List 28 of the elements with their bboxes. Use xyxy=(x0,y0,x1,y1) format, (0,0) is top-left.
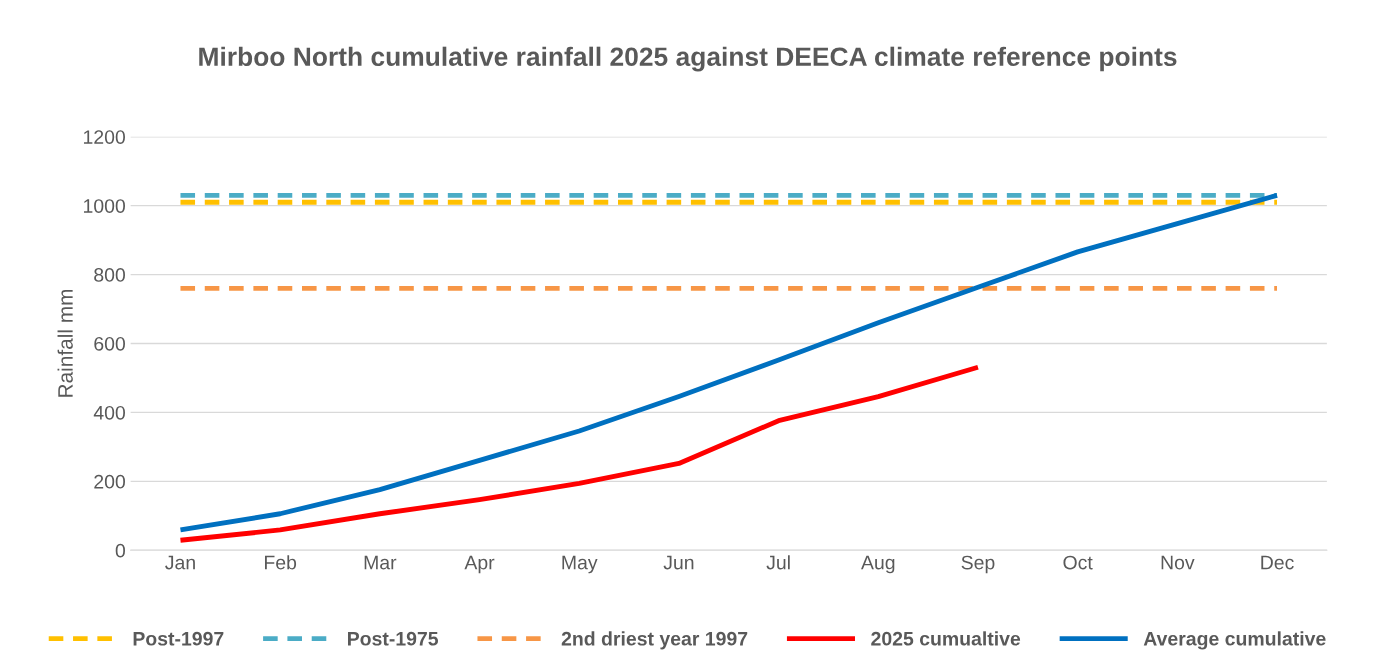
y-axis-title: Rainfall mm xyxy=(57,289,73,397)
legend-label: Post-1997 xyxy=(133,631,224,646)
y-tick-label: 400 xyxy=(93,405,126,420)
y-tick-label: 200 xyxy=(94,474,126,489)
x-tick-label: Jul xyxy=(766,555,790,570)
y-tick-label: 1000 xyxy=(83,199,126,213)
legend-label: 2nd driest year 1997 xyxy=(561,631,748,650)
x-tick-label: Jan xyxy=(165,555,195,570)
x-tick-label: Apr xyxy=(464,555,495,574)
x-tick-label: Oct xyxy=(1063,555,1093,570)
legend-label: 2025 cumualtive xyxy=(871,631,1021,646)
y-tick-label: 0 xyxy=(115,543,125,558)
legend-label: Average cumulative xyxy=(1143,631,1326,650)
x-tick-label: Dec xyxy=(1261,555,1294,570)
legend-label: Post-1975 xyxy=(348,631,439,646)
y-tick-label: 800 xyxy=(94,268,126,282)
y-tick-label: 600 xyxy=(94,336,126,351)
x-tick-label: Sep xyxy=(961,555,995,574)
x-tick-label: May xyxy=(562,555,598,574)
chart-title: Mirboo North cumulative rainfall 2025 against DEECA climate reference points xyxy=(199,46,1177,72)
x-tick-label: Feb xyxy=(265,555,297,570)
y-tick-label: 1200 xyxy=(83,130,126,144)
x-tick-label: Mar xyxy=(364,555,397,570)
x-tick-label: Nov xyxy=(1161,555,1195,570)
line-series xyxy=(178,364,981,543)
x-tick-label: Aug xyxy=(861,555,895,574)
x-tick-label: Jun xyxy=(663,555,694,570)
line-series xyxy=(178,192,1280,533)
